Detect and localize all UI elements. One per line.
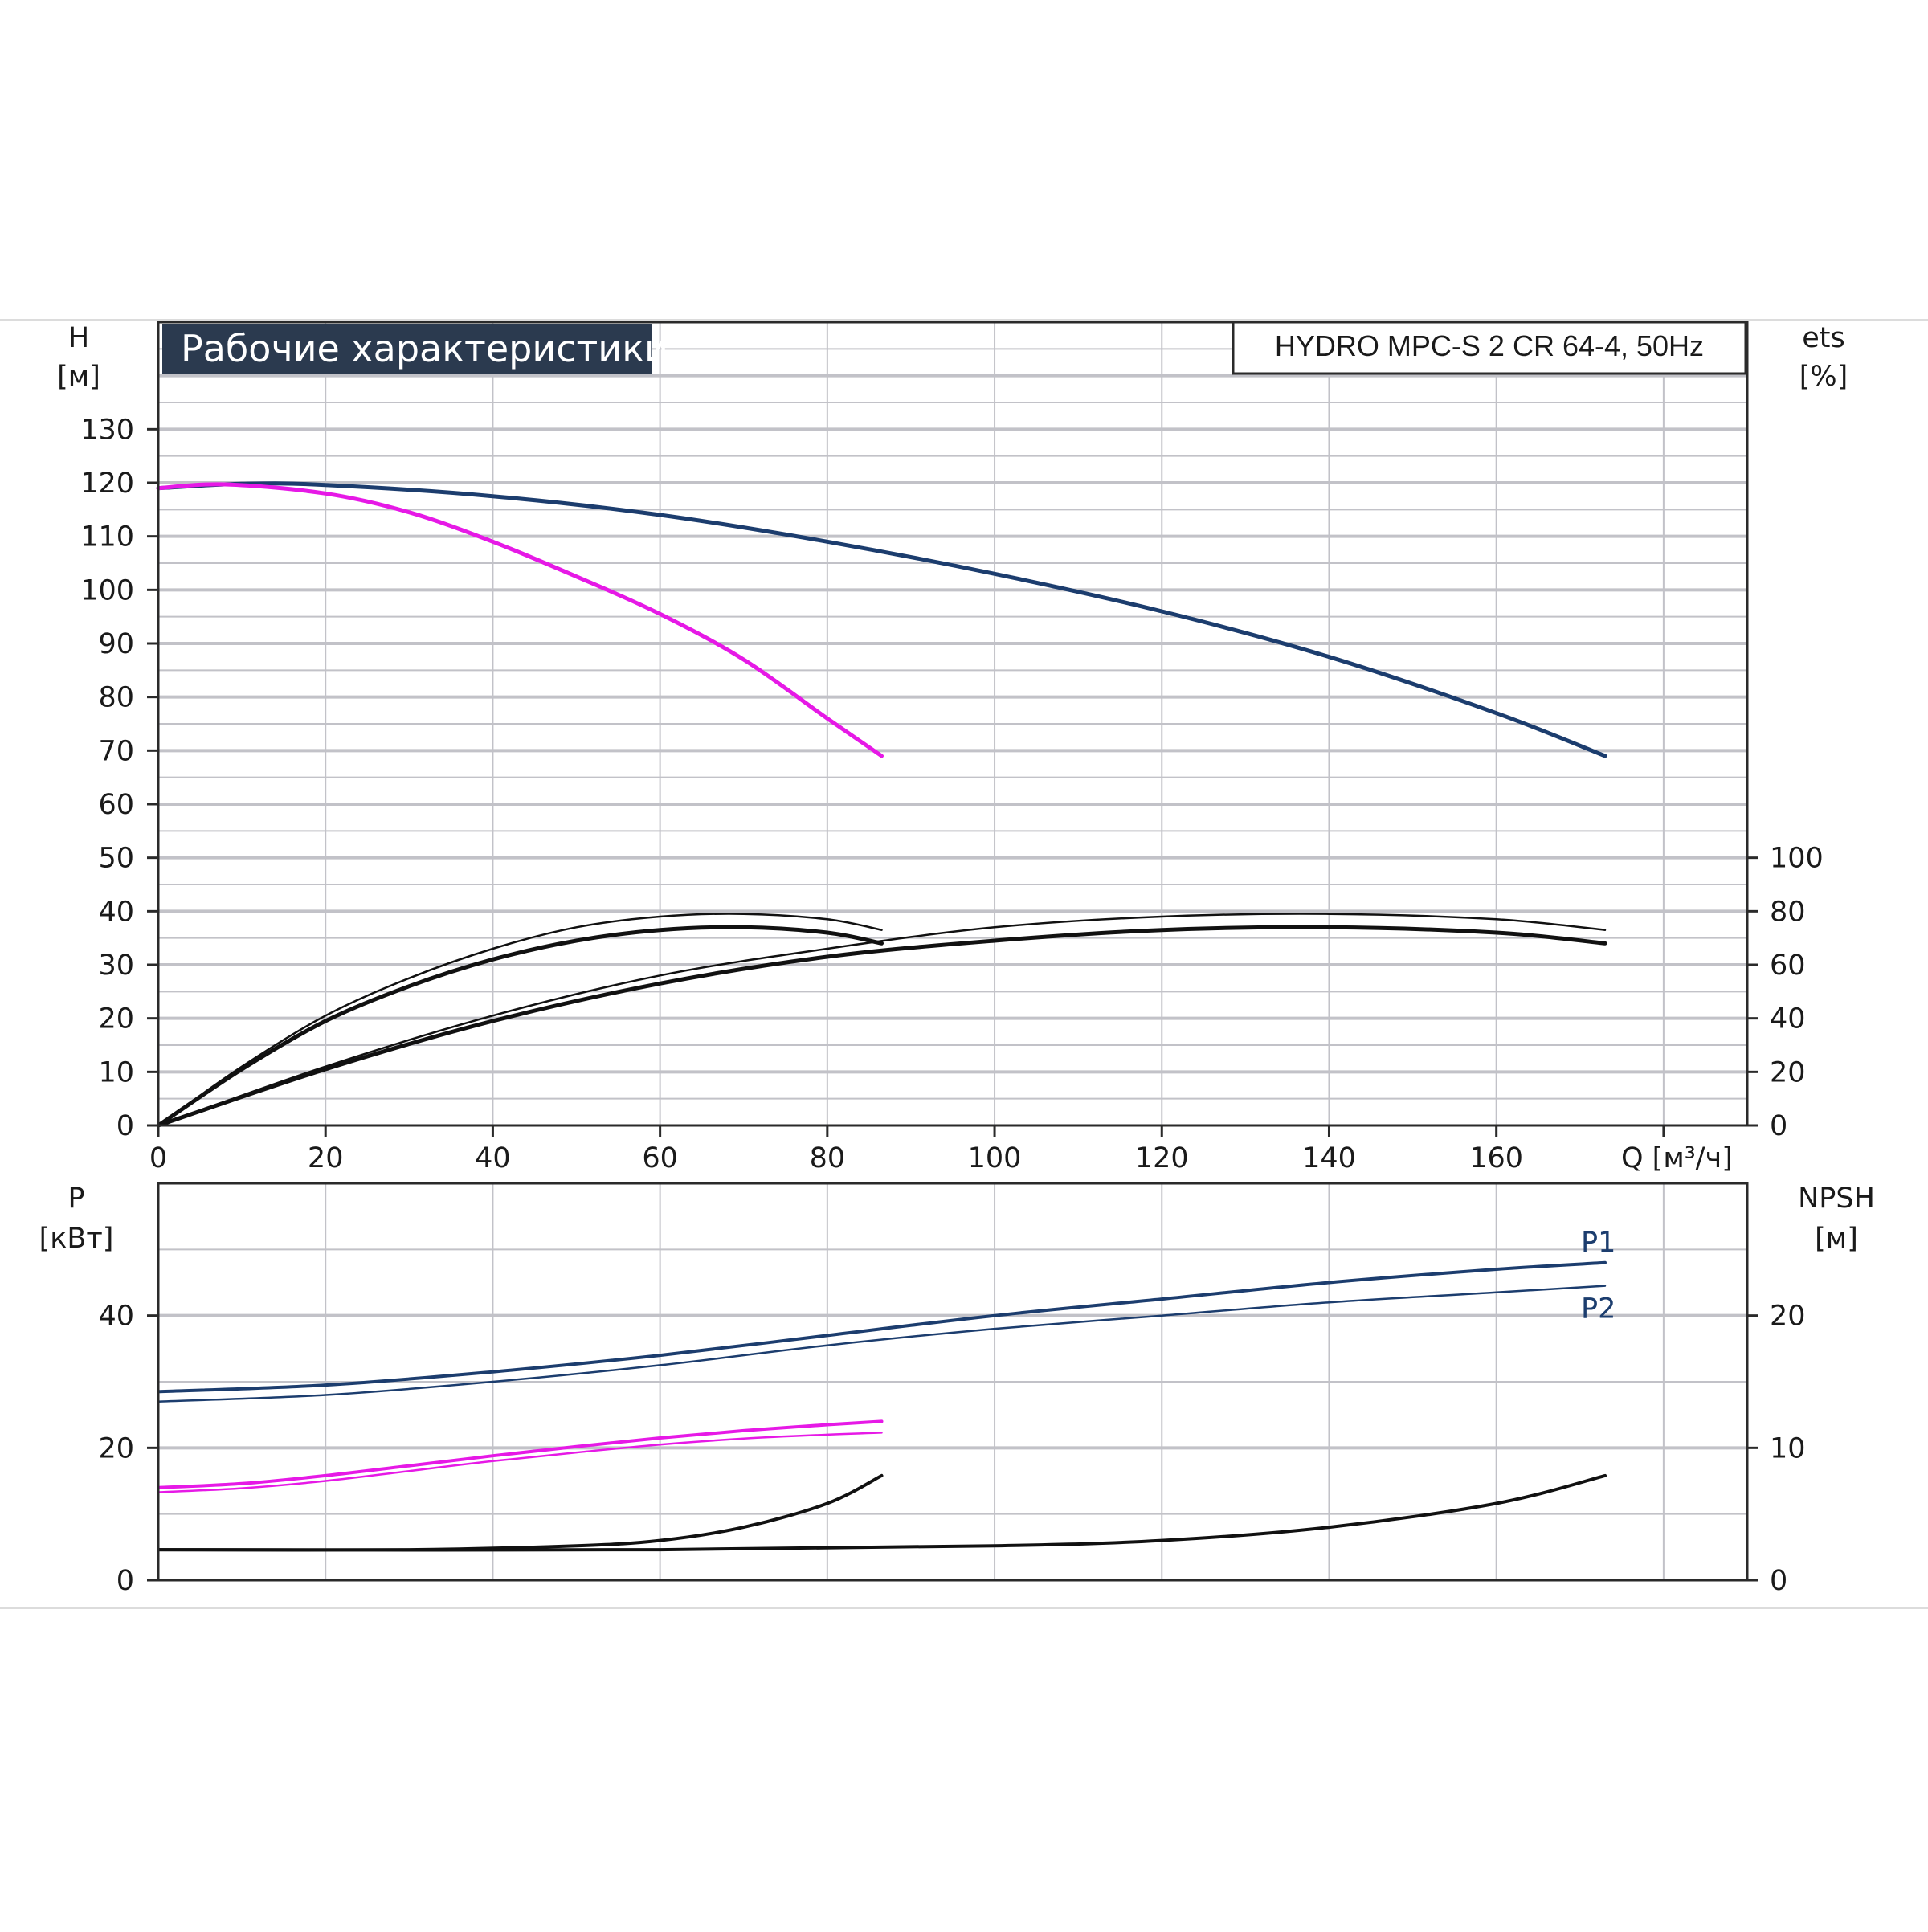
npsh-axis-unit: [м] — [1815, 1223, 1858, 1255]
y-left-tick-label: 20 — [98, 1432, 134, 1464]
series-p2 — [157, 1285, 1607, 1403]
x-tick-label: 80 — [810, 1142, 846, 1174]
flow-axis-label: Q [м³/ч] — [1621, 1142, 1733, 1174]
top-grid — [158, 322, 1747, 1125]
series-curve-0-4 — [157, 913, 1607, 1127]
x-tick-label: 0 — [149, 1142, 167, 1174]
bottom-plot-frame — [157, 1182, 1749, 1582]
y-left-tick-label: 30 — [98, 950, 134, 982]
series-curve-0-0 — [156, 481, 1607, 758]
head-axis-unit: [м] — [57, 361, 100, 393]
y-right-tick-label: 40 — [1770, 1003, 1806, 1035]
efficiency-axis-symbol: ets — [1802, 322, 1845, 354]
y-right-tick-label: 80 — [1770, 896, 1806, 928]
series-curve-0-3 — [156, 925, 884, 1128]
y-left-tick-label: 20 — [98, 1003, 134, 1035]
x-tick-label: 140 — [1302, 1142, 1356, 1174]
top-plot-frame — [157, 321, 1749, 1127]
bottom-series: P1 P2 — [157, 1227, 1616, 1552]
series-curve-1-2 — [157, 1419, 884, 1489]
series-p1 — [157, 1260, 1607, 1394]
y-right-tick-label: 20 — [1770, 1301, 1806, 1333]
top-ticks: 0 10 20 30 40 50 60 70 80 90 100 110 120 130 0 20 40 60 80… — [80, 414, 1824, 1174]
y-left-tick-label: 40 — [98, 1301, 134, 1333]
bottom-grid — [158, 1183, 1747, 1580]
y-left-tick-label: 70 — [98, 735, 134, 767]
y-left-tick-label: 110 — [80, 521, 134, 553]
series-curve-0-1 — [156, 482, 884, 758]
efficiency-axis-unit: [%] — [1799, 361, 1848, 393]
y-left-tick-label: 0 — [116, 1565, 134, 1597]
top-series — [156, 481, 1607, 1128]
y-right-tick-label: 0 — [1770, 1565, 1787, 1597]
y-left-tick-label: 60 — [98, 789, 134, 821]
npsh-axis-symbol: NPSH — [1798, 1182, 1875, 1215]
x-tick-label: 160 — [1469, 1142, 1523, 1174]
y-left-tick-label: 120 — [80, 468, 134, 500]
y-right-tick-label: 20 — [1770, 1056, 1806, 1089]
head-axis-symbol: H — [68, 322, 89, 354]
series-label-p1: P1 — [1581, 1227, 1616, 1259]
title-box — [162, 324, 652, 374]
x-tick-label: 20 — [308, 1142, 344, 1174]
series-curve-0-5 — [156, 925, 1607, 1128]
chart-title: Рабочие характеристики — [181, 327, 668, 370]
model-box — [1232, 321, 1747, 375]
y-left-tick-label: 50 — [98, 843, 134, 875]
y-left-tick-label: 10 — [98, 1056, 134, 1089]
bottom-ticks: 0 20 40 0 10 20 — [98, 1301, 1805, 1597]
y-left-tick-label: 40 — [98, 896, 134, 928]
series-curve-0-2 — [157, 913, 883, 1127]
y-right-tick-label: 0 — [1770, 1110, 1787, 1142]
series-label-p2: P2 — [1581, 1293, 1616, 1325]
y-right-tick-label: 100 — [1770, 843, 1824, 875]
x-tick-label: 120 — [1135, 1142, 1189, 1174]
x-tick-label: 60 — [642, 1142, 678, 1174]
y-left-tick-label: 0 — [116, 1110, 134, 1142]
y-right-tick-label: 10 — [1770, 1432, 1806, 1464]
head-efficiency-panel: 0 10 20 30 40 50 60 70 80 90 100 110 120 130 0 20 40 60 80… — [57, 321, 1848, 1174]
x-tick-label: 40 — [475, 1142, 511, 1174]
power-axis-symbol: P — [67, 1182, 84, 1215]
series-curve-1-3 — [157, 1432, 883, 1493]
y-left-tick-label: 130 — [80, 414, 134, 446]
y-left-tick-label: 80 — [98, 682, 134, 714]
power-npsh-panel: P1 P2 0 20 40 0 10 20 P [кВт] NPSH [м] — [39, 1182, 1875, 1597]
model-label: HYDRO MPC-S 2 CR 64-4, 50Hz — [1275, 329, 1704, 362]
y-left-tick-label: 100 — [80, 574, 134, 607]
power-axis-unit: [кВт] — [39, 1223, 114, 1255]
x-tick-label: 100 — [968, 1142, 1022, 1174]
y-right-tick-label: 60 — [1770, 950, 1806, 982]
series-curve-1-5 — [157, 1473, 1607, 1552]
y-left-tick-label: 90 — [98, 628, 134, 660]
